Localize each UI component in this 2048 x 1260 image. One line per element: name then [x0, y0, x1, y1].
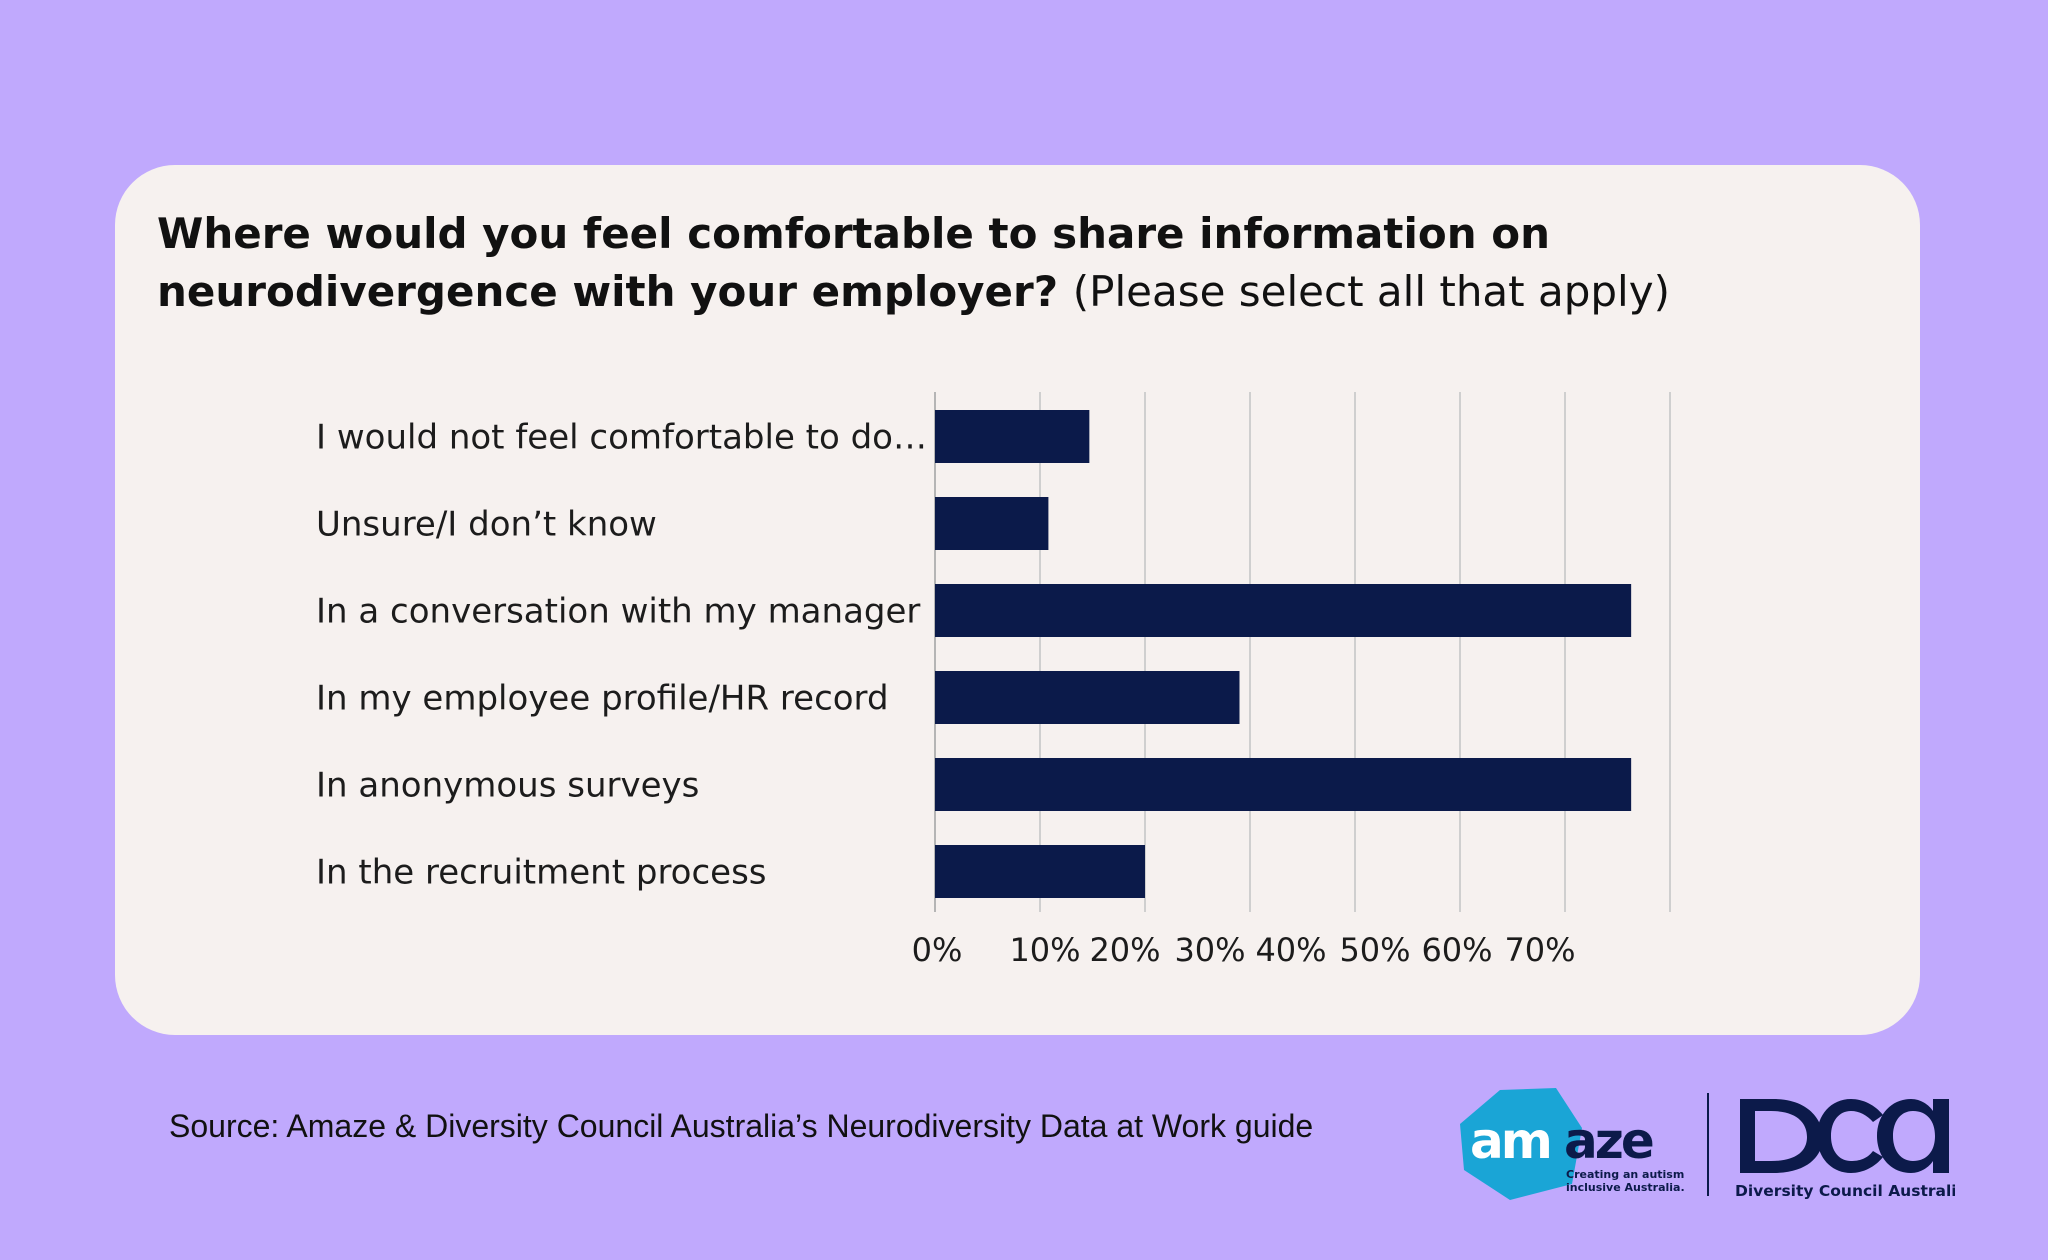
bar-chart: I would not feel comfortable to do… Unsur…: [316, 392, 1671, 969]
bar: [935, 845, 1145, 898]
logo-divider: [1707, 1093, 1709, 1196]
x-tick-labels: 0% 10% 20% 30% 40% 50% 60% 70%: [912, 931, 1576, 969]
amaze-tagline-1: Creating an autism: [1566, 1168, 1684, 1181]
amaze-hexagon-shape: [1460, 1088, 1582, 1200]
dca-letter-a: [1877, 1099, 1949, 1173]
bar: [935, 410, 1090, 463]
title-instruction: (Please select all that apply): [1072, 267, 1670, 316]
dca-letter-d: [1740, 1099, 1823, 1173]
amaze-ze: aze: [1564, 1112, 1653, 1170]
category-label: In the recruitment process: [316, 853, 767, 893]
title-question: Where would you feel comfortable to shar…: [157, 209, 1550, 316]
x-tick-label: 60%: [1421, 931, 1492, 969]
amaze-tagline-2: inclusive Australia.: [1566, 1181, 1685, 1194]
bar: [935, 497, 1049, 550]
category-label: In a conversation with my manager: [316, 592, 920, 632]
chart-title: Where would you feel comfortable to shar…: [157, 205, 1917, 321]
bar: [935, 671, 1240, 724]
category-label: Unsure/I don’t know: [316, 505, 657, 545]
x-tick-label: 20%: [1089, 931, 1160, 969]
bar: [935, 584, 1632, 637]
x-tick-label: 70%: [1504, 931, 1575, 969]
source-note: Source: Amaze & Diversity Council Austra…: [169, 1108, 1314, 1144]
dca-subtitle: Diversity Council Australia: [1735, 1182, 1955, 1199]
category-label: In my employee profile/HR record: [316, 679, 889, 719]
x-tick-label: 10%: [1009, 931, 1080, 969]
category-labels: I would not feel comfortable to do… Unsur…: [316, 418, 927, 893]
bar: [935, 758, 1632, 811]
x-tick-label: 30%: [1174, 931, 1245, 969]
x-tick-label: 40%: [1255, 931, 1326, 969]
bars: [935, 410, 1632, 898]
amaze-am: am: [1470, 1112, 1550, 1170]
category-label: I would not feel comfortable to do…: [316, 418, 927, 458]
gridlines: [934, 392, 1671, 912]
x-tick-label: 0%: [912, 931, 963, 969]
dca-logo: Diversity Council Australia: [1735, 1099, 1955, 1199]
category-label: In anonymous surveys: [316, 766, 699, 806]
amaze-logo: am aze Creating an autism inclusive Aust…: [1460, 1088, 1685, 1200]
dca-letter-c: [1817, 1099, 1883, 1173]
x-tick-label: 50%: [1339, 931, 1410, 969]
